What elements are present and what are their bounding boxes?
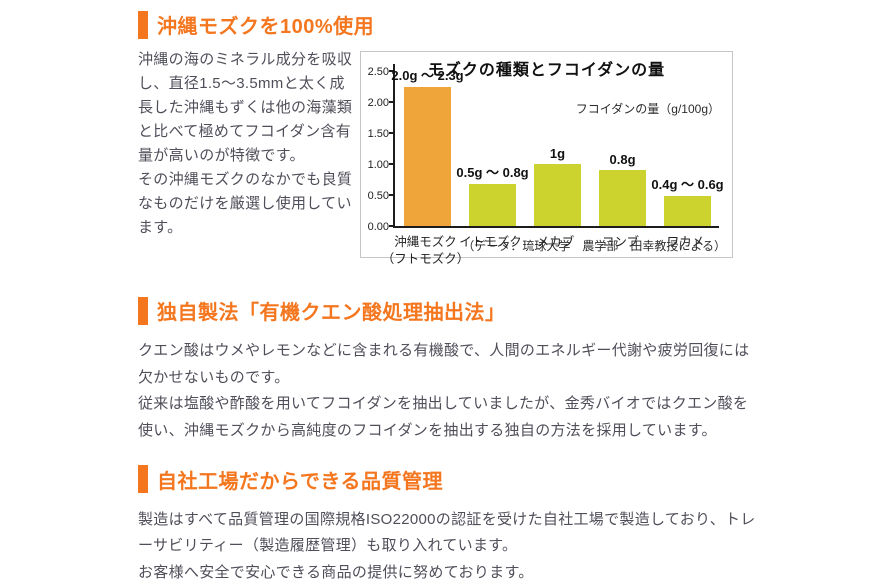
y-tick-label: 2.00 [367, 97, 389, 109]
bar-value-label: 2.0g ～ 2.3g [391, 67, 464, 83]
x-axis-label: イトモズク [459, 235, 522, 249]
bar-value-label: 1g [549, 146, 566, 161]
paragraph: 従来は塩酸や酢酸を用いてフコイダンを抽出していましたが、金秀バイオではクエン酸を… [138, 395, 749, 440]
fucoidan-chart: モズクの種類とフコイダンの量 フコイダンの量（g/100g） 2.50 2.00 1… [360, 51, 733, 266]
chart-bar-slot: 0.8g [590, 64, 655, 226]
bar-value-label: 0.8g [609, 152, 636, 168]
chart-bar-slot: 0.4g ～ 0.6g [651, 64, 724, 226]
paragraph: その沖縄モズクのなかでも良質なものだけを厳選し使用しています。 [138, 171, 353, 236]
chart-bar [404, 86, 451, 226]
y-tick-label: 2.50 [367, 66, 389, 78]
chart-bar-slot: 2.0g ～ 2.3g [391, 64, 464, 226]
heading-accent-bar [138, 10, 148, 39]
paragraph: お客様へ安全で安心できる商品の提供に努めております。 [138, 564, 534, 580]
y-tick-mark [389, 163, 395, 165]
bar-value-label: 0.4g ～ 0.6g [651, 177, 724, 193]
paragraph: クエン酸はウメやレモンなどに含まれる有機酸で、人間のエネルギー代謝や疲労回復には… [138, 342, 750, 386]
section-heading-text: 自社工場だからできる品質管理 [157, 470, 443, 493]
x-axis-label: 沖縄モズク （フトモズク） [381, 235, 470, 266]
bar-value-label: 0.5g ～ 0.8g [456, 165, 529, 181]
section-extraction-method: 独自製法「有機クエン酸処理抽出法」 クエン酸はウメやレモンなどに含まれる有機酸で… [138, 296, 870, 445]
chart-plot: 2.50 2.00 1.50 1.00 0.50 0.00 2.0g ～ 2.3g 0.5g … [368, 64, 724, 233]
y-tick-label: 0.00 [367, 221, 389, 233]
y-tick-label: 1.50 [367, 128, 389, 140]
chart-unit-note: フコイダンの量（g/100g） [575, 102, 720, 116]
section-body: クエン酸はウメやレモンなどに含まれる有機酸で、人間のエネルギー代謝や疲労回復には… [138, 338, 756, 445]
chart-bar [534, 164, 581, 226]
y-tick-label: 1.00 [367, 159, 389, 171]
chart-bar [664, 196, 711, 226]
section-heading-text: 沖縄モズクを100%使用 [157, 16, 375, 38]
x-axis-label: コンブ [601, 235, 640, 249]
paragraph: 沖縄の海のミネラル成分を吸収し、直径1.5～3.5mmと太く成長した沖縄もずくは… [138, 51, 353, 164]
chart-bar-slot: 1g [525, 64, 590, 226]
y-tick-mark [389, 101, 395, 103]
chart-bar-slot: 0.5g ～ 0.8g [456, 64, 529, 226]
section-heading-text: 独自製法「有機クエン酸処理抽出法」 [157, 302, 506, 324]
chart-source-caption: （データ：琉球大学 農学部 田幸教授による） [462, 239, 726, 253]
y-tick-mark [389, 194, 395, 196]
chart-bar [469, 184, 516, 226]
heading-accent-bar [138, 296, 148, 325]
section-okinawa-mozuku: 沖縄モズクを100%使用 沖縄の海のミネラル成分を吸収し、直径1.5～3.5mm… [138, 10, 870, 266]
section-heading: 沖縄モズクを100%使用 [138, 10, 870, 39]
y-tick-mark [389, 70, 395, 72]
paragraph: 製造はすべて品質管理の国際規格ISO22000の認証を受けた自社工場で製造してお… [138, 510, 756, 555]
x-axis-label: ワカメ [666, 235, 705, 249]
heading-accent-bar [138, 465, 148, 494]
section-body: 製造はすべて品質管理の国際規格ISO22000の認証を受けた自社工場で製造してお… [138, 507, 756, 580]
section-heading: 独自製法「有機クエン酸処理抽出法」 [138, 296, 870, 325]
x-axis-label: メカブ [536, 235, 575, 249]
y-tick-mark [389, 225, 395, 227]
chart-bar [599, 170, 646, 226]
y-tick-label: 0.50 [367, 190, 389, 202]
y-tick-mark [389, 132, 395, 134]
chart-title: モズクの種類とフコイダンの量 [427, 62, 666, 79]
section-quality-control: 自社工場だからできる品質管理 製造はすべて品質管理の国際規格ISO22000の認… [138, 465, 870, 580]
section-body: 沖縄の海のミネラル成分を吸収し、直径1.5～3.5mmと太く成長した沖縄もずくは… [138, 48, 360, 240]
section-heading: 自社工場だからできる品質管理 [138, 465, 870, 494]
